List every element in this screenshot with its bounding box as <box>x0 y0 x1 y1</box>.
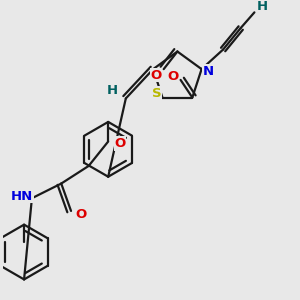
Text: H: H <box>106 84 118 97</box>
Text: HN: HN <box>11 190 33 203</box>
Text: O: O <box>75 208 86 221</box>
Text: S: S <box>152 87 161 100</box>
Text: H: H <box>257 0 268 13</box>
Text: O: O <box>114 137 126 150</box>
Text: N: N <box>203 64 214 78</box>
Text: O: O <box>167 70 178 83</box>
Text: O: O <box>150 68 161 82</box>
